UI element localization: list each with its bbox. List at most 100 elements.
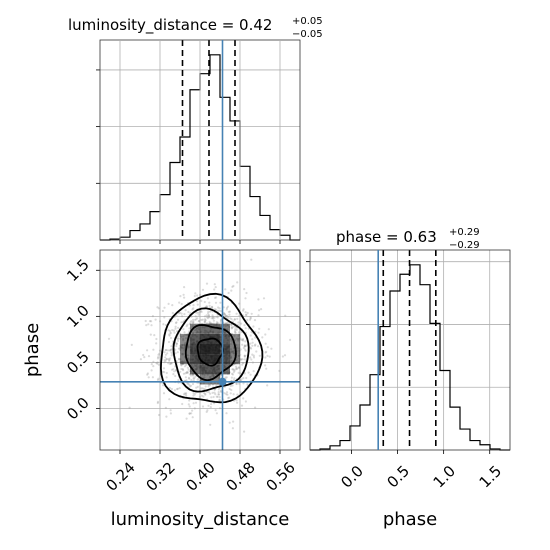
- sample-point: [152, 360, 155, 363]
- sample-point: [245, 376, 248, 380]
- sample-point: [223, 313, 226, 316]
- sample-point: [185, 394, 188, 397]
- sample-point: [219, 321, 222, 324]
- sample-point: [183, 296, 186, 299]
- sample-point: [171, 311, 174, 315]
- sample-point: [270, 347, 273, 350]
- sample-point: [187, 357, 190, 360]
- sample-point: [167, 329, 170, 332]
- sample-point: [196, 311, 200, 314]
- sample-point: [215, 412, 218, 415]
- sample-point: [211, 314, 214, 317]
- sample-point: [165, 358, 168, 361]
- sample-point: [206, 316, 209, 319]
- sample-point: [227, 291, 230, 295]
- sample-point: [188, 383, 191, 386]
- sample-point: [146, 372, 149, 375]
- joint-ylabel: phase: [22, 323, 43, 377]
- sample-point: [207, 385, 210, 388]
- truth-point: [218, 377, 227, 386]
- sample-point: [193, 294, 196, 298]
- sample-point: [215, 315, 218, 318]
- sample-point: [156, 362, 159, 365]
- sample-point: [177, 378, 180, 382]
- sample-point: [200, 394, 203, 397]
- density-cell: [180, 354, 190, 365]
- sample-point: [173, 331, 176, 334]
- density-cell: [210, 344, 220, 355]
- sample-point: [180, 361, 183, 364]
- sample-point: [177, 312, 180, 315]
- sample-point: [240, 358, 243, 361]
- sample-point: [196, 300, 199, 303]
- sample-point: [180, 335, 183, 338]
- sample-point: [213, 308, 216, 311]
- sample-point: [170, 362, 173, 365]
- sample-point: [235, 367, 238, 370]
- sample-point: [186, 371, 189, 374]
- sample-point: [233, 318, 236, 321]
- sample-point: [168, 334, 171, 337]
- sample-point: [192, 402, 195, 405]
- sample-point: [237, 339, 240, 342]
- sample-point: [238, 302, 241, 305]
- sample-point: [178, 387, 181, 390]
- sample-point: [254, 336, 257, 339]
- sample-point: [219, 390, 223, 393]
- sample-point: [239, 337, 242, 340]
- sample-point: [174, 325, 177, 328]
- sample-point: [191, 416, 194, 419]
- sample-point: [208, 304, 211, 307]
- sample-point: [186, 354, 189, 357]
- sample-point: [265, 367, 268, 370]
- sample-point: [215, 296, 218, 299]
- sample-point: [238, 355, 241, 358]
- sample-point: [213, 288, 216, 291]
- sample-point: [229, 317, 232, 320]
- sample-point: [246, 383, 249, 386]
- sample-point: [244, 349, 247, 352]
- sample-point: [229, 338, 232, 341]
- sample-point: [234, 328, 237, 331]
- sample-point: [243, 358, 246, 361]
- sample-point: [211, 391, 214, 394]
- sample-point: [191, 382, 195, 386]
- sample-point: [231, 368, 235, 371]
- sample-point: [240, 322, 243, 325]
- sample-point: [185, 417, 188, 420]
- sample-point: [198, 395, 201, 398]
- sample-point: [238, 333, 241, 336]
- sample-point: [217, 388, 220, 391]
- sample-point: [168, 333, 171, 336]
- dist-title-sub: −0.05: [292, 29, 323, 40]
- sample-point: [196, 317, 199, 320]
- sample-point: [175, 388, 179, 391]
- sample-point: [237, 366, 240, 369]
- sample-point: [244, 311, 247, 314]
- sample-point: [250, 258, 253, 261]
- sample-point: [174, 348, 177, 351]
- sample-point: [264, 351, 267, 354]
- sample-point: [216, 316, 219, 319]
- sample-point: [164, 406, 167, 409]
- phase-title-sub: −0.29: [449, 240, 480, 251]
- sample-point: [218, 396, 221, 399]
- sample-point: [239, 353, 242, 356]
- sample-point: [194, 401, 198, 404]
- density-cell: [210, 374, 220, 385]
- sample-point: [169, 409, 172, 412]
- sample-point: [200, 310, 203, 313]
- sample-point: [229, 361, 232, 364]
- sample-point: [212, 374, 215, 377]
- sample-point: [207, 312, 210, 315]
- sample-point: [192, 321, 195, 324]
- sample-point: [244, 345, 247, 348]
- sample-point: [236, 393, 239, 396]
- sample-point: [245, 313, 248, 316]
- sample-point: [162, 392, 166, 395]
- sample-point: [255, 350, 258, 353]
- sample-point: [188, 399, 191, 402]
- sample-point: [215, 321, 218, 324]
- sample-point: [189, 321, 192, 324]
